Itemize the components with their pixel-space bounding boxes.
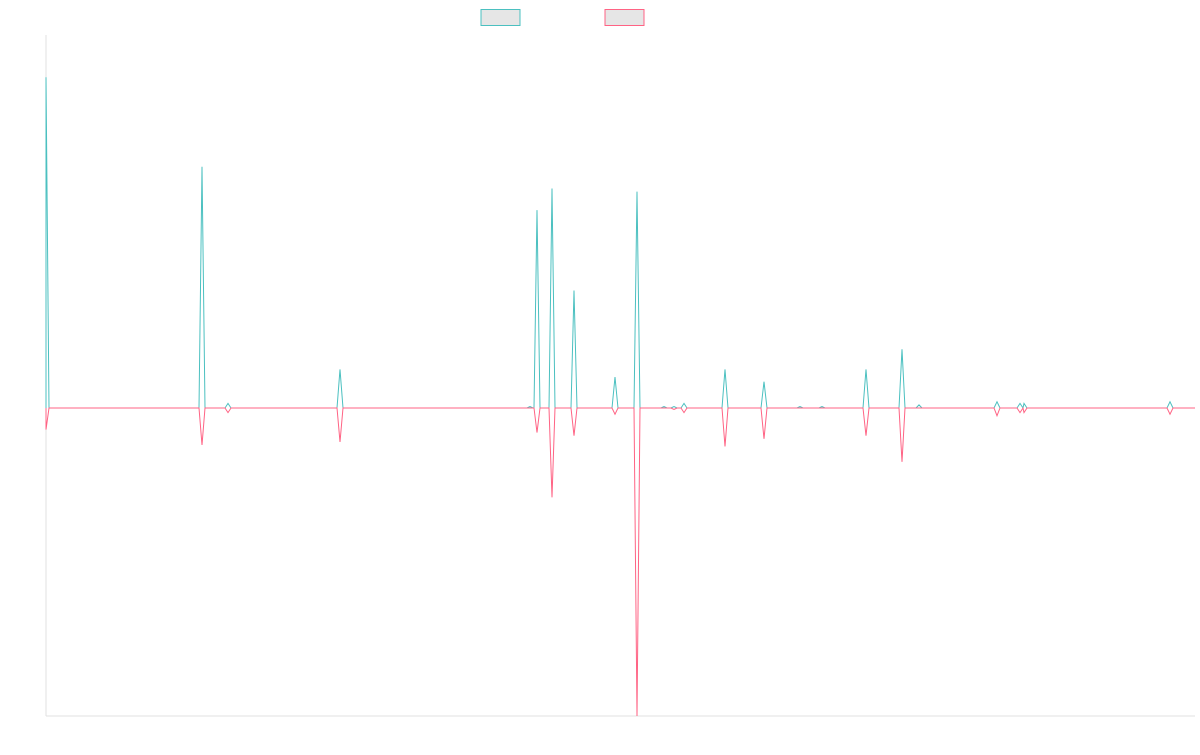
series-1-peak-8 [573, 290, 574, 291]
series-1-peak-1 [45, 77, 46, 78]
series-1-peak-12 [673, 406, 674, 407]
series-2-peak-7 [573, 435, 574, 436]
series-2-peak-12 [724, 446, 725, 447]
series-1-peak-23 [1023, 403, 1024, 404]
series-2-peak-14 [865, 435, 866, 436]
series-1-peak-16 [799, 406, 800, 407]
series-1-peak-20 [918, 404, 919, 405]
series-1-peak-24 [1169, 401, 1170, 402]
chart-legend [480, 9, 645, 26]
series-1-peak-5 [529, 406, 530, 407]
series-2-peak-6 [551, 497, 552, 498]
series-1-peak-6 [536, 210, 537, 211]
series-1-peak-10 [636, 191, 637, 192]
series-2-peak-3 [227, 412, 228, 413]
series-2-peak-18 [1023, 412, 1024, 413]
series-1-peak-22 [1019, 403, 1020, 404]
series-1-peak-4 [339, 369, 340, 370]
series-2-peak-17 [1019, 412, 1020, 413]
series-2-peak-9 [636, 715, 637, 716]
legend-swatch-series-1 [480, 9, 521, 26]
series-line-1 [45, 77, 1195, 410]
chart-series-layer [45, 77, 1195, 717]
series-1-peak-14 [724, 369, 725, 370]
legend-swatch-series-2 [604, 9, 645, 26]
series-2-peak-19 [1169, 414, 1170, 415]
series-2-peak-11 [683, 412, 684, 413]
series-1-peak-2 [201, 166, 202, 167]
series-1-peak-11 [663, 406, 664, 407]
series-1-peak-9 [614, 377, 615, 378]
series-1-peak-3 [227, 403, 228, 404]
series-2-peak-8 [614, 414, 615, 415]
series-1-peak-15 [763, 381, 764, 382]
series-2-peak-2 [201, 444, 202, 445]
series-2-peak-1 [45, 429, 46, 430]
chart-axes [45, 35, 1195, 717]
series-1-peak-17 [821, 406, 822, 407]
series-2-peak-4 [339, 441, 340, 442]
series-2-peak-16 [996, 415, 997, 416]
series-1-peak-18 [865, 369, 866, 370]
series-1-peak-21 [996, 401, 997, 402]
series-1-peak-19 [901, 349, 902, 350]
series-2-peak-13 [763, 438, 764, 439]
series-1-peak-13 [683, 403, 684, 404]
series-2-peak-10 [673, 409, 674, 410]
series-1-peak-7 [551, 188, 552, 189]
series-2-peak-5 [536, 432, 537, 433]
series-2-peak-15 [901, 461, 902, 462]
series-line-2 [45, 406, 1195, 717]
